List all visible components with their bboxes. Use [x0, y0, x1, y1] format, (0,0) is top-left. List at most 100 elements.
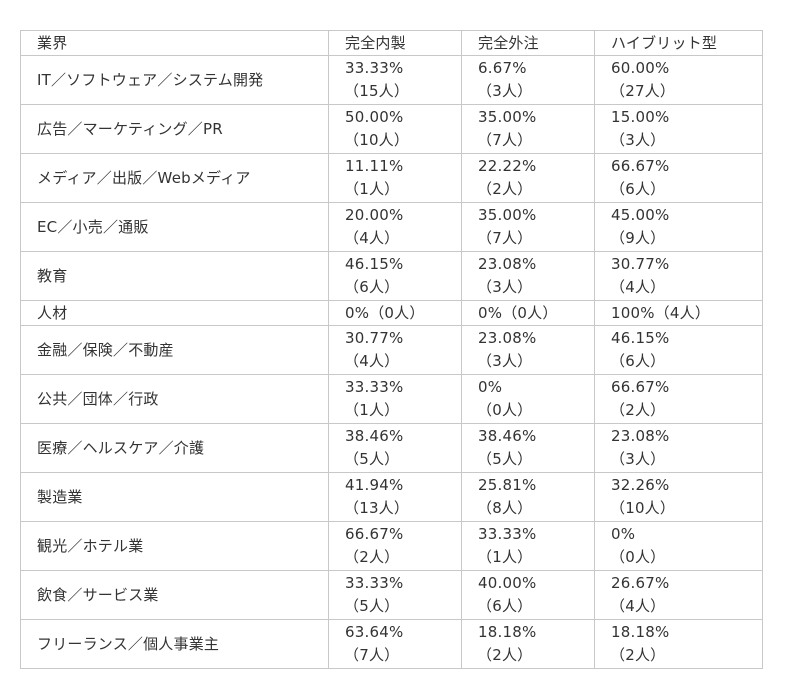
- industry-cell: 人材: [20, 300, 329, 326]
- hybrid-cell: 30.77% （4人）: [594, 251, 763, 301]
- hybrid-cell: 46.15% （6人）: [594, 325, 763, 375]
- hybrid-cell: 26.67% （4人）: [594, 570, 763, 620]
- industry-cell: 医療／ヘルスケア／介護: [20, 423, 329, 473]
- industry-cell: フリーランス／個人事業主: [20, 619, 329, 669]
- inhouse-cell: 50.00% （10人）: [328, 104, 462, 154]
- outsource-count: （3人）: [477, 82, 533, 100]
- hybrid-count: （2人）: [610, 401, 666, 419]
- outsource-cell: 18.18% （2人）: [461, 619, 595, 669]
- outsource-cell: 25.81% （8人）: [461, 472, 595, 522]
- industry-cell: 金融／保険／不動産: [20, 325, 329, 375]
- hybrid-percent: 23.08%: [611, 427, 670, 445]
- hybrid-count: （6人）: [610, 352, 666, 370]
- hybrid-cell: 32.26% （10人）: [594, 472, 763, 522]
- outsource-count: （8人）: [477, 499, 533, 517]
- industry-cell: 教育: [20, 251, 329, 301]
- outsource-percent: 25.81%: [478, 476, 537, 494]
- table-row: フリーランス／個人事業主 63.64% （7人） 18.18% （2人） 18.18…: [20, 619, 763, 669]
- inhouse-count: （4人）: [344, 352, 400, 370]
- outsource-percent: 40.00%: [478, 574, 537, 592]
- inhouse-cell: 20.00% （4人）: [328, 202, 462, 252]
- inhouse-count: （10人）: [344, 131, 410, 149]
- inhouse-cell: 30.77% （4人）: [328, 325, 462, 375]
- inhouse-cell: 66.67% （2人）: [328, 521, 462, 571]
- inhouse-cell: 38.46% （5人）: [328, 423, 462, 473]
- inhouse-cell: 33.33% （1人）: [328, 374, 462, 424]
- inhouse-count: （15人）: [344, 82, 410, 100]
- outsource-percent: 23.08%: [478, 255, 537, 273]
- outsource-cell: 6.67% （3人）: [461, 55, 595, 105]
- table-row: メディア／出版／Webメディア 11.11% （1人） 22.22% （2人） 66…: [20, 153, 763, 203]
- inhouse-count: （1人）: [344, 180, 400, 198]
- hybrid-percent: 60.00%: [611, 59, 670, 77]
- industry-cell: メディア／出版／Webメディア: [20, 153, 329, 203]
- hybrid-count: （6人）: [610, 180, 666, 198]
- inhouse-count: （5人）: [344, 450, 400, 468]
- inhouse-count: （4人）: [344, 229, 400, 247]
- inhouse-percent: 66.67%: [345, 525, 404, 543]
- industry-cell: 飲食／サービス業: [20, 570, 329, 620]
- table-row: 公共／団体／行政 33.33% （1人） 0% （0人） 66.67% （2人）: [20, 374, 763, 424]
- outsource-count: （5人）: [477, 450, 533, 468]
- outsource-cell: 33.33% （1人）: [461, 521, 595, 571]
- hybrid-count: （4人）: [610, 278, 666, 296]
- hybrid-cell: 0% （0人）: [594, 521, 763, 571]
- inhouse-percent: 63.64%: [345, 623, 404, 641]
- outsource-cell: 23.08% （3人）: [461, 251, 595, 301]
- inhouse-count: （5人）: [344, 597, 400, 615]
- hybrid-percent: 100%（4人）: [611, 303, 711, 322]
- table-row: 観光／ホテル業 66.67% （2人） 33.33% （1人） 0% （0人）: [20, 521, 763, 571]
- inhouse-percent: 38.46%: [345, 427, 404, 445]
- hybrid-percent: 66.67%: [611, 378, 670, 396]
- outsource-cell: 23.08% （3人）: [461, 325, 595, 375]
- table-row: 飲食／サービス業 33.33% （5人） 40.00% （6人） 26.67% （4人…: [20, 570, 763, 620]
- outsource-cell: 0% （0人）: [461, 374, 595, 424]
- industry-cell: 観光／ホテル業: [20, 521, 329, 571]
- outsource-count: （2人）: [477, 646, 533, 664]
- inhouse-percent: 0%（0人）: [345, 303, 425, 322]
- inhouse-count: （6人）: [344, 278, 400, 296]
- inhouse-cell: 0%（0人）: [328, 300, 462, 326]
- outsource-cell: 38.46% （5人）: [461, 423, 595, 473]
- inhouse-percent: 11.11%: [345, 157, 404, 175]
- outsource-percent: 6.67%: [478, 59, 527, 77]
- outsource-percent: 0%: [478, 378, 503, 396]
- hybrid-cell: 45.00% （9人）: [594, 202, 763, 252]
- inhouse-percent: 33.33%: [345, 378, 404, 396]
- hybrid-cell: 60.00% （27人）: [594, 55, 763, 105]
- hybrid-count: （2人）: [610, 646, 666, 664]
- inhouse-percent: 20.00%: [345, 206, 404, 224]
- outsource-percent: 22.22%: [478, 157, 537, 175]
- industry-cell: 製造業: [20, 472, 329, 522]
- inhouse-percent: 46.15%: [345, 255, 404, 273]
- hybrid-cell: 18.18% （2人）: [594, 619, 763, 669]
- outsource-cell: 35.00% （7人）: [461, 202, 595, 252]
- outsource-percent: 23.08%: [478, 329, 537, 347]
- outsource-count: （2人）: [477, 180, 533, 198]
- industry-cell: 広告／マーケティング／PR: [20, 104, 329, 154]
- outsource-cell: 0%（0人）: [461, 300, 595, 326]
- inhouse-count: （13人）: [344, 499, 410, 517]
- inhouse-cell: 41.94% （13人）: [328, 472, 462, 522]
- outsource-percent: 38.46%: [478, 427, 537, 445]
- table-row: 広告／マーケティング／PR 50.00% （10人） 35.00% （7人） 15.…: [20, 104, 763, 154]
- inhouse-cell: 33.33% （15人）: [328, 55, 462, 105]
- inhouse-cell: 11.11% （1人）: [328, 153, 462, 203]
- inhouse-count: （2人）: [344, 548, 400, 566]
- outsource-percent: 18.18%: [478, 623, 537, 641]
- outsource-count: （7人）: [477, 131, 533, 149]
- outsource-count: （6人）: [477, 597, 533, 615]
- inhouse-cell: 33.33% （5人）: [328, 570, 462, 620]
- hybrid-cell: 15.00% （3人）: [594, 104, 763, 154]
- hybrid-count: （3人）: [610, 131, 666, 149]
- inhouse-percent: 33.33%: [345, 59, 404, 77]
- inhouse-percent: 50.00%: [345, 108, 404, 126]
- inhouse-cell: 63.64% （7人）: [328, 619, 462, 669]
- hybrid-cell: 66.67% （6人）: [594, 153, 763, 203]
- hybrid-percent: 45.00%: [611, 206, 670, 224]
- hybrid-cell: 23.08% （3人）: [594, 423, 763, 473]
- outsource-count: （0人）: [477, 401, 533, 419]
- inhouse-count: （1人）: [344, 401, 400, 419]
- hybrid-percent: 66.67%: [611, 157, 670, 175]
- hybrid-count: （9人）: [610, 229, 666, 247]
